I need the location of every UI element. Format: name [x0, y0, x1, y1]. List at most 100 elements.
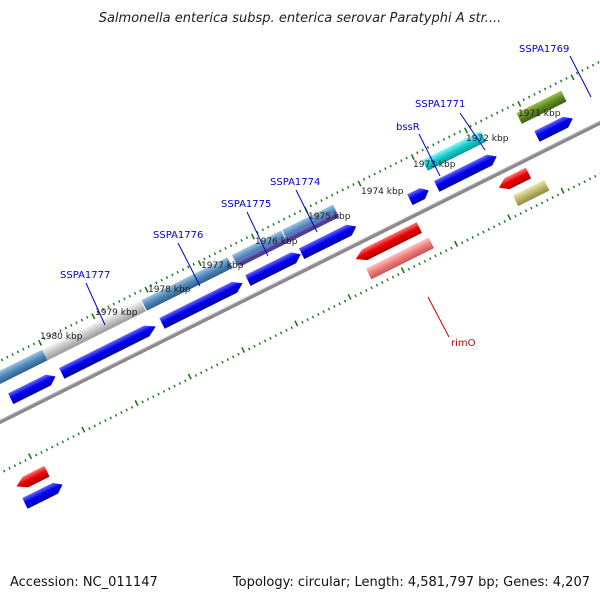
gene-label-sspa1777[interactable]: SSPA1777 [60, 270, 110, 281]
minor-tick [210, 366, 214, 369]
major-tick [294, 320, 299, 327]
feature-bar-steel[interactable] [141, 257, 233, 311]
cds-forward-arrow[interactable] [22, 479, 65, 509]
feature-bar-steel[interactable] [281, 204, 339, 241]
minor-tick [325, 196, 328, 200]
minor-tick [114, 413, 118, 417]
minor-tick [375, 283, 379, 287]
minor-tick [365, 289, 368, 292]
minor-tick [168, 387, 171, 391]
feature-bar-cyan[interactable] [422, 130, 486, 171]
cds-forward-arrow[interactable] [245, 249, 303, 286]
minor-tick [432, 143, 435, 147]
minor-tick [448, 135, 451, 139]
major-tick [357, 180, 362, 187]
cds-forward-arrow[interactable] [534, 113, 575, 142]
minor-tick [492, 225, 496, 229]
minor-tick [261, 228, 265, 232]
minor-tick [272, 223, 275, 226]
minor-tick [567, 188, 570, 192]
gene-label-sspa1771[interactable]: SSPA1771 [415, 99, 465, 110]
minor-tick [88, 427, 91, 430]
cds-forward-arrow[interactable] [8, 371, 58, 405]
accession-label: Accession: NC_011147 [10, 575, 158, 590]
minor-tick [22, 347, 25, 351]
major-tick [91, 313, 96, 320]
minor-tick [373, 172, 376, 176]
minor-tick [453, 132, 456, 136]
minor-tick [93, 424, 96, 428]
major-tick [517, 100, 522, 107]
feature-bar-grey[interactable] [42, 300, 146, 361]
minor-tick [426, 146, 430, 149]
minor-tick [229, 244, 233, 248]
minor-tick [194, 374, 198, 377]
minor-tick [43, 337, 46, 341]
minor-tick [107, 305, 110, 309]
minor-tick [112, 302, 115, 306]
minor-tick [416, 151, 419, 155]
major-tick [144, 286, 149, 293]
minor-tick [123, 297, 126, 301]
minor-tick [381, 281, 384, 284]
major-tick [410, 153, 415, 161]
minor-tick [405, 156, 408, 160]
cds-reverse-arrow[interactable] [496, 167, 532, 193]
major-tick [197, 260, 202, 267]
minor-tick [301, 320, 304, 324]
feature-bar-khaki[interactable] [512, 179, 550, 207]
kbp-label: 1980 kbp [40, 332, 83, 342]
minor-tick [96, 310, 100, 314]
minor-tick [458, 130, 462, 133]
minor-tick [588, 177, 592, 181]
minor-tick [16, 350, 20, 354]
minor-tick [205, 368, 208, 372]
minor-tick [474, 122, 478, 125]
feature-bar-steel[interactable] [231, 230, 287, 266]
cds-forward-arrow[interactable] [434, 151, 499, 192]
minor-tick [466, 238, 469, 242]
cds-reverse-arrow[interactable] [353, 222, 422, 264]
minor-tick [559, 79, 563, 83]
cds-forward-arrow[interactable] [407, 185, 431, 206]
minor-tick [320, 199, 323, 202]
feature-bar-pink[interactable] [365, 237, 434, 280]
minor-tick [386, 278, 389, 282]
minor-tick [128, 294, 131, 298]
minor-tick [139, 289, 142, 293]
minor-tick [162, 389, 166, 393]
kbp-label: 1971 kbp [518, 109, 561, 119]
major-tick [28, 453, 33, 460]
cds-forward-arrow[interactable] [159, 278, 245, 329]
gene-label-sspa1774[interactable]: SSPA1774 [270, 177, 320, 188]
minor-tick [519, 212, 522, 215]
leader-line [85, 282, 106, 326]
major-tick [81, 426, 86, 433]
gene-label-sspa1776[interactable]: SSPA1776 [153, 230, 203, 241]
feature-bar-olive[interactable] [516, 90, 567, 124]
gene-label-sspa1769[interactable]: SSPA1769 [519, 44, 569, 55]
gene-label-bssr[interactable]: bssR [396, 122, 420, 133]
minor-tick [66, 437, 70, 441]
major-tick [134, 400, 139, 407]
minor-tick [293, 212, 297, 216]
gene-label-sspa1775[interactable]: SSPA1775 [221, 199, 271, 210]
cds-reverse-arrow[interactable] [14, 465, 50, 492]
cds-forward-arrow[interactable] [59, 321, 158, 379]
feature-bar-steel[interactable] [0, 349, 48, 386]
minor-tick [597, 61, 600, 64]
minor-tick [354, 294, 357, 298]
minor-tick [439, 251, 443, 255]
minor-tick [240, 238, 243, 242]
gene-label-rimo[interactable]: rimO [451, 338, 476, 349]
minor-tick [522, 98, 525, 102]
minor-tick [501, 108, 504, 112]
minor-tick [75, 321, 78, 325]
minor-tick [19, 461, 22, 465]
minor-tick [322, 310, 325, 314]
cds-forward-arrow[interactable] [298, 221, 359, 260]
genome-track [0, 61, 600, 509]
minor-tick [155, 281, 158, 285]
